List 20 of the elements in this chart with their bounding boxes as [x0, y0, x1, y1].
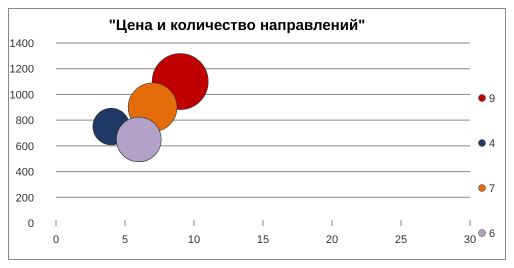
x-tick-label: 15: [256, 234, 270, 246]
legend-label: 7: [489, 183, 496, 195]
y-tick-label: 800: [16, 115, 34, 128]
legend-label: 6: [489, 228, 496, 240]
x-tick-label: 30: [464, 234, 476, 246]
y-tick-label: 1000: [10, 89, 34, 102]
x-tick-label: 25: [394, 234, 408, 246]
legend-label: 4: [489, 138, 496, 150]
x-tick-label: 10: [188, 234, 200, 246]
x-tick-label: 20: [326, 234, 338, 246]
y-tick-label: 600: [16, 140, 34, 153]
x-tick-label: 5: [122, 234, 128, 246]
legend-label: 9: [489, 93, 496, 105]
y-tick-label: 200: [16, 192, 34, 204]
y-tick-label: 1200: [10, 64, 34, 76]
y-tick-label: 1400: [10, 38, 34, 50]
y-tick-label: 400: [16, 166, 34, 179]
x-tick-label: 0: [52, 234, 60, 246]
y-tick-label: 0: [28, 218, 34, 230]
chart-title: "Цена и количество направлений": [108, 17, 366, 34]
